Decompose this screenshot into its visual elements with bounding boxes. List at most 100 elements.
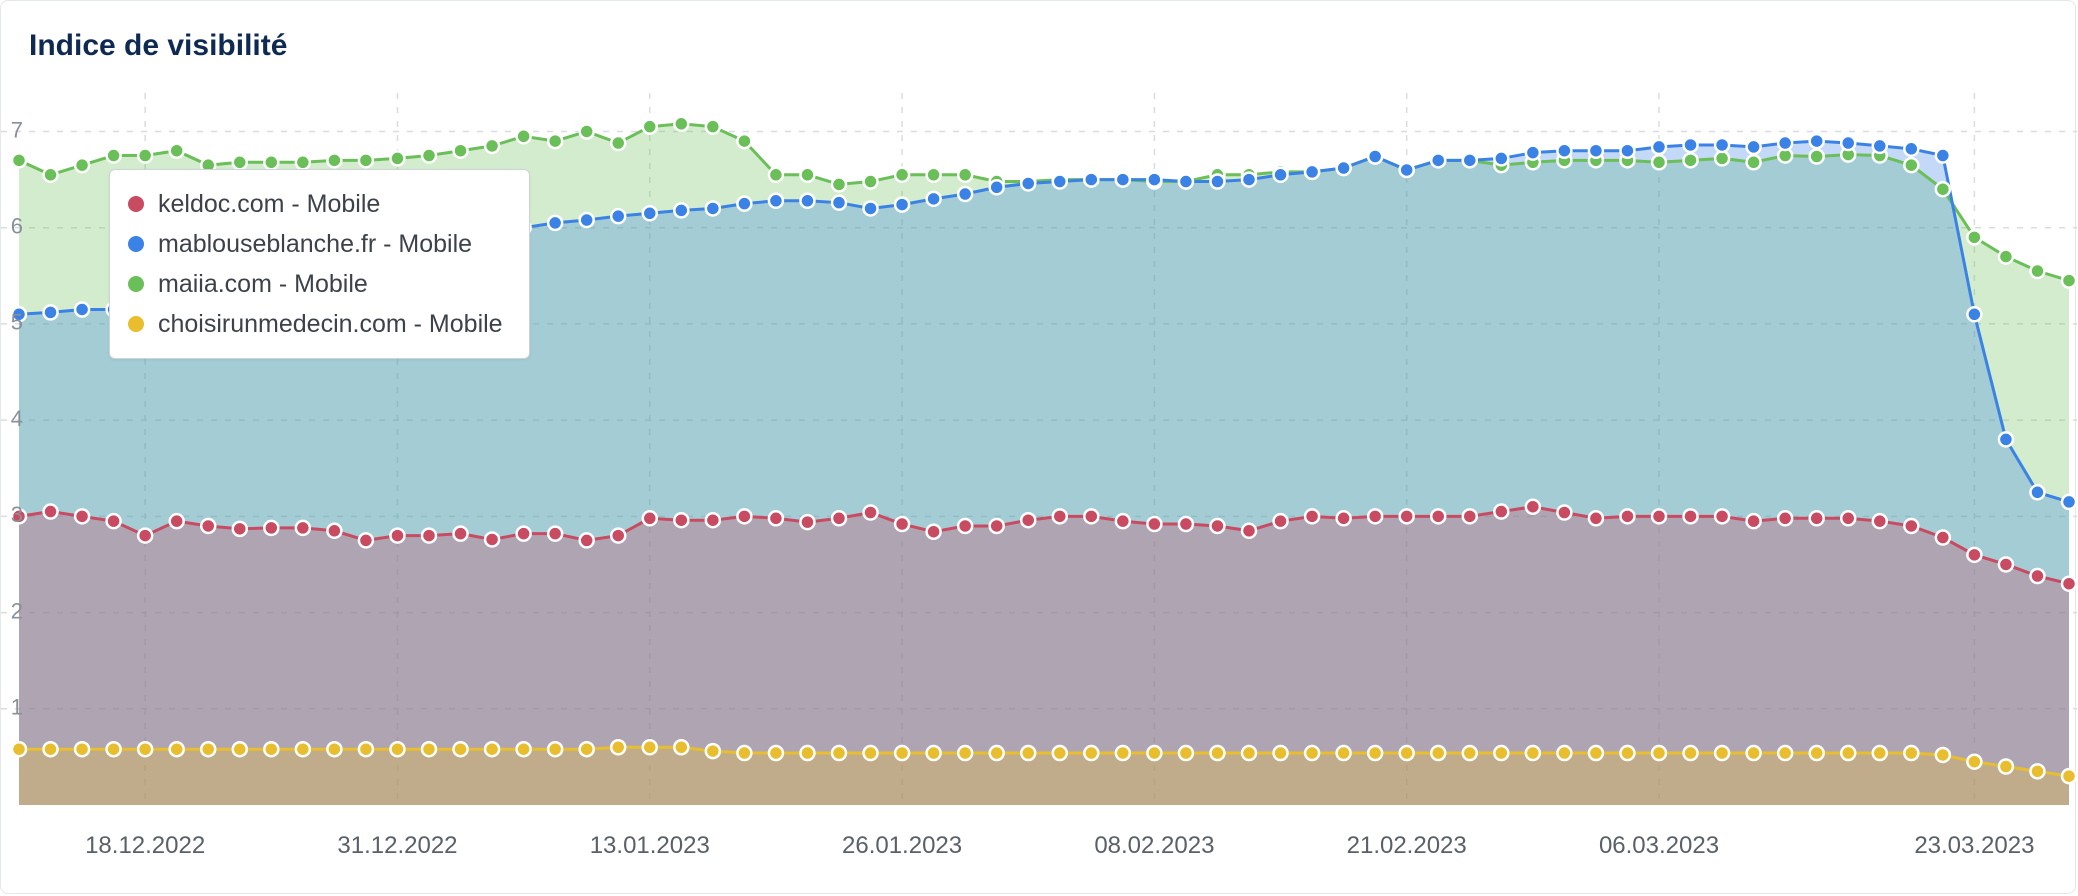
series-marker-choisirunmedecin — [1557, 746, 1571, 760]
legend-item-keldoc[interactable]: keldoc.com - Mobile — [128, 184, 503, 224]
series-marker-mablouseblanche — [1494, 151, 1508, 165]
series-marker-keldoc — [1715, 509, 1729, 523]
series-marker-choisirunmedecin — [611, 740, 625, 754]
series-marker-maiia — [233, 155, 247, 169]
series-marker-maiia — [1999, 250, 2013, 264]
legend-item-maiia[interactable]: maiia.com - Mobile — [128, 264, 503, 304]
chart-title: Indice de visibilité — [29, 29, 287, 63]
series-marker-choisirunmedecin — [1652, 746, 1666, 760]
series-marker-choisirunmedecin — [674, 740, 688, 754]
series-marker-choisirunmedecin — [1400, 746, 1414, 760]
series-marker-choisirunmedecin — [517, 742, 531, 756]
series-marker-keldoc — [1147, 517, 1161, 531]
legend-dot-icon — [128, 276, 144, 292]
series-marker-keldoc — [1589, 511, 1603, 525]
series-marker-keldoc — [1620, 509, 1634, 523]
series-marker-maiia — [12, 153, 26, 167]
series-marker-maiia — [75, 158, 89, 172]
series-marker-choisirunmedecin — [958, 746, 972, 760]
x-tick-label: 08.02.2023 — [1094, 832, 1214, 859]
series-marker-choisirunmedecin — [12, 742, 26, 756]
series-marker-choisirunmedecin — [990, 746, 1004, 760]
series-marker-maiia — [517, 129, 531, 143]
series-marker-mablouseblanche — [800, 194, 814, 208]
series-marker-choisirunmedecin — [296, 742, 310, 756]
series-marker-keldoc — [1431, 509, 1445, 523]
series-marker-keldoc — [2062, 577, 2076, 591]
legend-dot-icon — [128, 236, 144, 252]
legend-label: mablouseblanche.fr - Mobile — [158, 224, 472, 264]
series-marker-choisirunmedecin — [1747, 746, 1761, 760]
series-marker-choisirunmedecin — [2030, 764, 2044, 778]
series-marker-maiia — [611, 136, 625, 150]
series-marker-maiia — [1652, 155, 1666, 169]
x-tick-label: 18.12.2022 — [85, 832, 205, 859]
series-marker-mablouseblanche — [958, 187, 972, 201]
x-tick-label: 23.03.2023 — [1914, 832, 2034, 859]
series-marker-mablouseblanche — [1747, 140, 1761, 154]
series-marker-choisirunmedecin — [1684, 746, 1698, 760]
series-marker-choisirunmedecin — [327, 742, 341, 756]
series-marker-maiia — [44, 168, 58, 182]
series-marker-choisirunmedecin — [1589, 746, 1603, 760]
series-marker-maiia — [958, 168, 972, 182]
series-marker-choisirunmedecin — [1810, 746, 1824, 760]
legend-label: choisirunmedecin.com - Mobile — [158, 304, 503, 344]
series-marker-keldoc — [201, 519, 215, 533]
legend-item-choisirunmedecin[interactable]: choisirunmedecin.com - Mobile — [128, 304, 503, 344]
series-marker-choisirunmedecin — [1620, 746, 1634, 760]
series-marker-mablouseblanche — [75, 302, 89, 316]
series-marker-maiia — [737, 134, 751, 148]
series-marker-maiia — [895, 168, 909, 182]
series-marker-maiia — [2030, 264, 2044, 278]
series-marker-mablouseblanche — [1841, 136, 1855, 150]
legend-dot-icon — [128, 196, 144, 212]
series-marker-keldoc — [1841, 511, 1855, 525]
series-marker-maiia — [927, 168, 941, 182]
legend-item-mablouseblanche[interactable]: mablouseblanche.fr - Mobile — [128, 224, 503, 264]
series-marker-mablouseblanche — [2030, 485, 2044, 499]
series-marker-choisirunmedecin — [264, 742, 278, 756]
series-marker-mablouseblanche — [1242, 173, 1256, 187]
series-marker-maiia — [1684, 153, 1698, 167]
series-marker-mablouseblanche — [44, 305, 58, 319]
series-marker-mablouseblanche — [1305, 165, 1319, 179]
series-marker-keldoc — [1274, 514, 1288, 528]
series-marker-keldoc — [264, 521, 278, 535]
series-marker-choisirunmedecin — [390, 742, 404, 756]
chart-area: 1234567 18.12.202231.12.202213.01.202326… — [1, 83, 2077, 895]
x-tick-label: 31.12.2022 — [337, 832, 457, 859]
series-marker-maiia — [1747, 155, 1761, 169]
series-marker-mablouseblanche — [1967, 307, 1981, 321]
series-marker-mablouseblanche — [1557, 144, 1571, 158]
series-marker-keldoc — [548, 527, 562, 541]
series-marker-keldoc — [1210, 519, 1224, 533]
chart-card: Indice de visibilité 1234567 18.12.20223… — [0, 0, 2076, 894]
series-marker-mablouseblanche — [895, 198, 909, 212]
x-tick-label: 21.02.2023 — [1347, 832, 1467, 859]
series-marker-maiia — [454, 144, 468, 158]
series-marker-choisirunmedecin — [1715, 746, 1729, 760]
series-marker-keldoc — [296, 521, 310, 535]
series-marker-keldoc — [170, 514, 184, 528]
series-marker-keldoc — [864, 506, 878, 520]
series-marker-mablouseblanche — [611, 209, 625, 223]
series-marker-maiia — [485, 139, 499, 153]
series-marker-choisirunmedecin — [800, 746, 814, 760]
series-marker-choisirunmedecin — [706, 744, 720, 758]
series-marker-keldoc — [1904, 519, 1918, 533]
series-marker-maiia — [138, 149, 152, 163]
series-marker-mablouseblanche — [2062, 495, 2076, 509]
series-marker-keldoc — [927, 525, 941, 539]
series-marker-mablouseblanche — [1084, 173, 1098, 187]
series-marker-choisirunmedecin — [138, 742, 152, 756]
series-marker-choisirunmedecin — [832, 746, 846, 760]
series-marker-mablouseblanche — [1368, 150, 1382, 164]
series-marker-choisirunmedecin — [75, 742, 89, 756]
series-marker-keldoc — [422, 529, 436, 543]
series-marker-choisirunmedecin — [1967, 755, 1981, 769]
series-marker-keldoc — [1337, 511, 1351, 525]
series-marker-choisirunmedecin — [1494, 746, 1508, 760]
series-marker-maiia — [296, 155, 310, 169]
series-marker-mablouseblanche — [1179, 175, 1193, 189]
